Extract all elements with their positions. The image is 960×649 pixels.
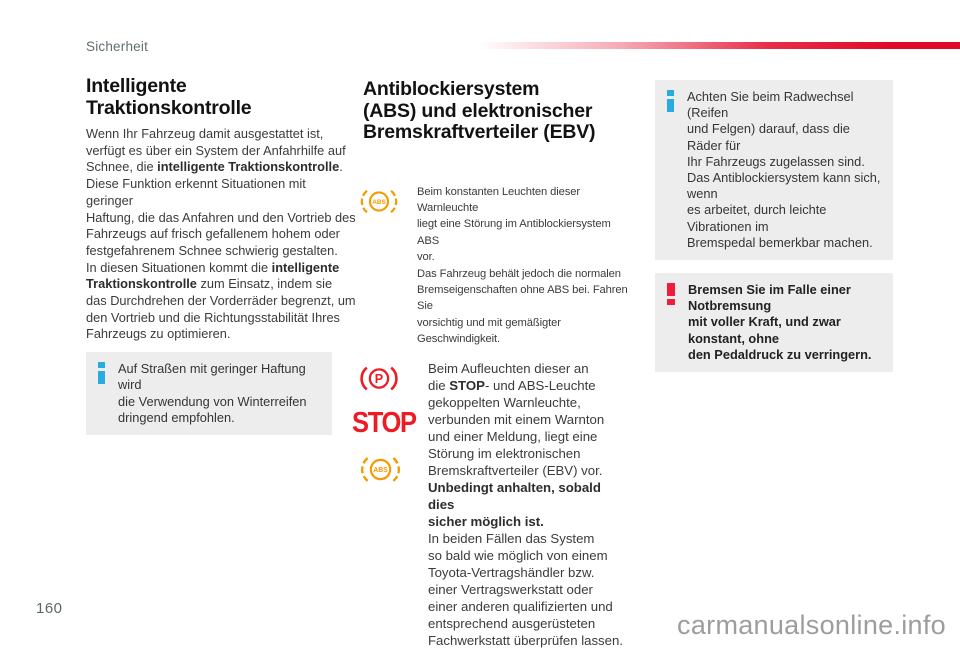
side-boxes-column: Achten Sie beim Radwechsel (Reifen und F… [655, 80, 893, 373]
info-box-winter-tyres: Auf Straßen mit geringer Haftung wird di… [86, 352, 332, 435]
svg-text:ABS: ABS [372, 198, 386, 205]
info-box-wheels: Achten Sie beim Radwechsel (Reifen und F… [655, 80, 893, 261]
parking-brake-warning-light-icon: P [360, 360, 399, 395]
abs-warning-icon-column: ABS [360, 184, 417, 217]
section-body-traction: Wenn Ihr Fahrzeug damit ausgestattet ist… [86, 126, 356, 342]
ebv-warning-block: P STOP ABS Beim Aufleuchten dieser an die… [352, 360, 629, 649]
info-box-wheels-text: Achten Sie beim Radwechsel (Reifen und F… [687, 89, 881, 250]
svg-text:P: P [375, 372, 383, 386]
abs-warning-light-icon: ABS [360, 186, 417, 217]
ebv-warning-text: Beim Aufleuchten dieser an die STOP- und … [428, 360, 623, 648]
abs-warning-block: ABS Beim konstanten Leuchten dieser Warn… [360, 184, 629, 348]
abs-warning-light-icon: ABS [361, 436, 402, 486]
section-traction-control: Intelligente Traktionskontrolle Wenn Ihr… [86, 75, 356, 435]
info-icon [98, 362, 105, 385]
info-box-text: Auf Straßen mit geringer Haftung wird di… [118, 361, 307, 425]
svg-text:ABS: ABS [373, 467, 388, 474]
stop-warning-label: STOP [352, 406, 417, 439]
ebv-warning-icon-column: P STOP ABS [352, 360, 428, 486]
exclamation-icon [667, 283, 675, 306]
page-number: 160 [36, 600, 63, 617]
section-title-abs-ebv: Antiblockiersystem (ABS) und elektronisc… [363, 78, 596, 143]
watermark: carmanualsonline.info [677, 610, 946, 640]
chapter-label: Sicherheit [86, 39, 149, 54]
section-abs-ebv: Antiblockiersystem (ABS) und elektronisc… [352, 78, 629, 649]
abs-warning-text: Beim konstanten Leuchten dieser Warnleuc… [417, 185, 628, 346]
accent-bar [478, 42, 960, 49]
info-icon [667, 90, 674, 112]
warning-box-text: Bremsen Sie im Falle einer Notbremsung m… [688, 282, 872, 362]
warning-box-emergency-braking: Bremsen Sie im Falle einer Notbremsung m… [655, 273, 893, 373]
section-title-traction: Intelligente Traktionskontrolle [86, 75, 252, 119]
